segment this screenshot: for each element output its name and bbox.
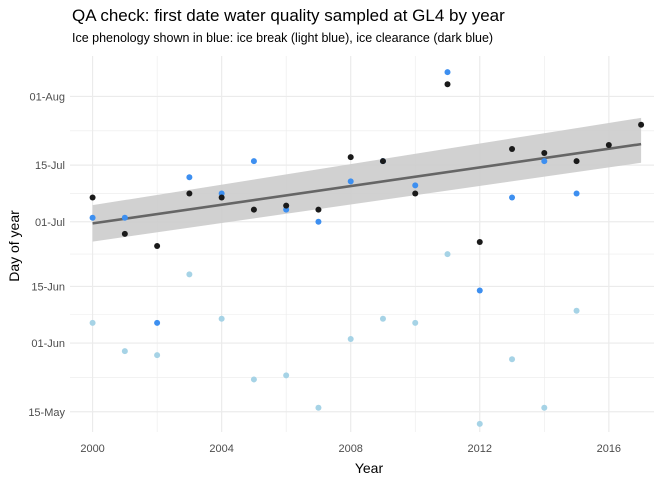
ice-break-point [412,319,419,326]
sampled-point [541,150,548,157]
sampled-point [89,194,96,201]
x-tick-label: 2008 [338,443,362,455]
sampled-point [121,230,128,237]
x-tick-label: 2012 [468,443,492,455]
sampled-point [315,206,322,213]
sampled-point [476,238,483,245]
ice-break-point [121,348,128,355]
ice-break-point [218,315,225,322]
y-tick-label: 01-Aug [30,91,65,103]
x-tick-label: 2004 [209,443,233,455]
confidence-band [92,117,642,242]
ice-clearance-point [250,158,257,165]
trend-line [92,142,642,225]
y-tick-label: 01-Jul [35,217,65,229]
ice-break-point [154,352,161,359]
ice-break-point [315,404,322,411]
trend-line-segment [92,142,642,225]
ice-break-point [283,372,290,379]
y-tick-label: 15-May [28,407,65,419]
ice-clearance-point [541,158,548,165]
ice-clearance-point [509,194,516,201]
y-tick-labels: 15-May 01-Jun 15-Jun 01-Jul 15-Jul 01-Aug [28,91,65,418]
sampled-point [218,194,225,201]
sampled-point [638,121,645,128]
ice-clearance-point [347,178,354,185]
sampled-point [154,243,161,250]
ice-break-point [509,356,516,363]
sampled-point [250,206,257,213]
sampled-point [347,154,354,161]
ice-break-point [250,376,257,383]
sampled-point [509,145,516,152]
ice-clearance-point [121,214,128,221]
confidence-band-area [92,117,642,242]
y-tick-label: 15-Jun [31,281,65,293]
ice-clearance-point [186,174,193,181]
ice-clearance-point [573,190,580,197]
y-axis-title: Day of year [6,210,22,282]
ice-break-point [347,336,354,343]
sampled-point [186,190,193,197]
ice-clearance-point [154,319,161,326]
y-tick-label: 15-Jul [35,160,65,172]
ice-break-point [573,307,580,314]
sampled-point [573,158,580,165]
ice-clearance-point [315,218,322,225]
x-tick-labels: 2000 2004 2008 2012 2016 [80,443,621,455]
ice-break-point [89,319,96,326]
x-axis-title: Year [355,460,384,476]
ice-clearance-point [444,69,451,76]
sampled-point [412,190,419,197]
chart-title: QA check: first date water quality sampl… [72,6,505,25]
sampled-point [444,81,451,88]
x-tick-label: 2016 [597,443,621,455]
ice-break-point [186,271,193,278]
ice-break-point [476,420,483,427]
sampled-point [283,202,290,209]
ice-clearance-point [89,214,96,221]
chart-subtitle: Ice phenology shown in blue: ice break (… [72,31,494,45]
ice-clearance-point [412,182,419,189]
data-points [89,69,645,427]
sampled-point [605,141,612,148]
ice-break-point [444,251,451,258]
ice-clearance-point [476,287,483,294]
y-tick-label: 01-Jun [31,338,65,350]
x-tick-label: 2000 [80,443,104,455]
ice-break-point [379,315,386,322]
sampled-point [379,158,386,165]
ice-break-point [541,404,548,411]
